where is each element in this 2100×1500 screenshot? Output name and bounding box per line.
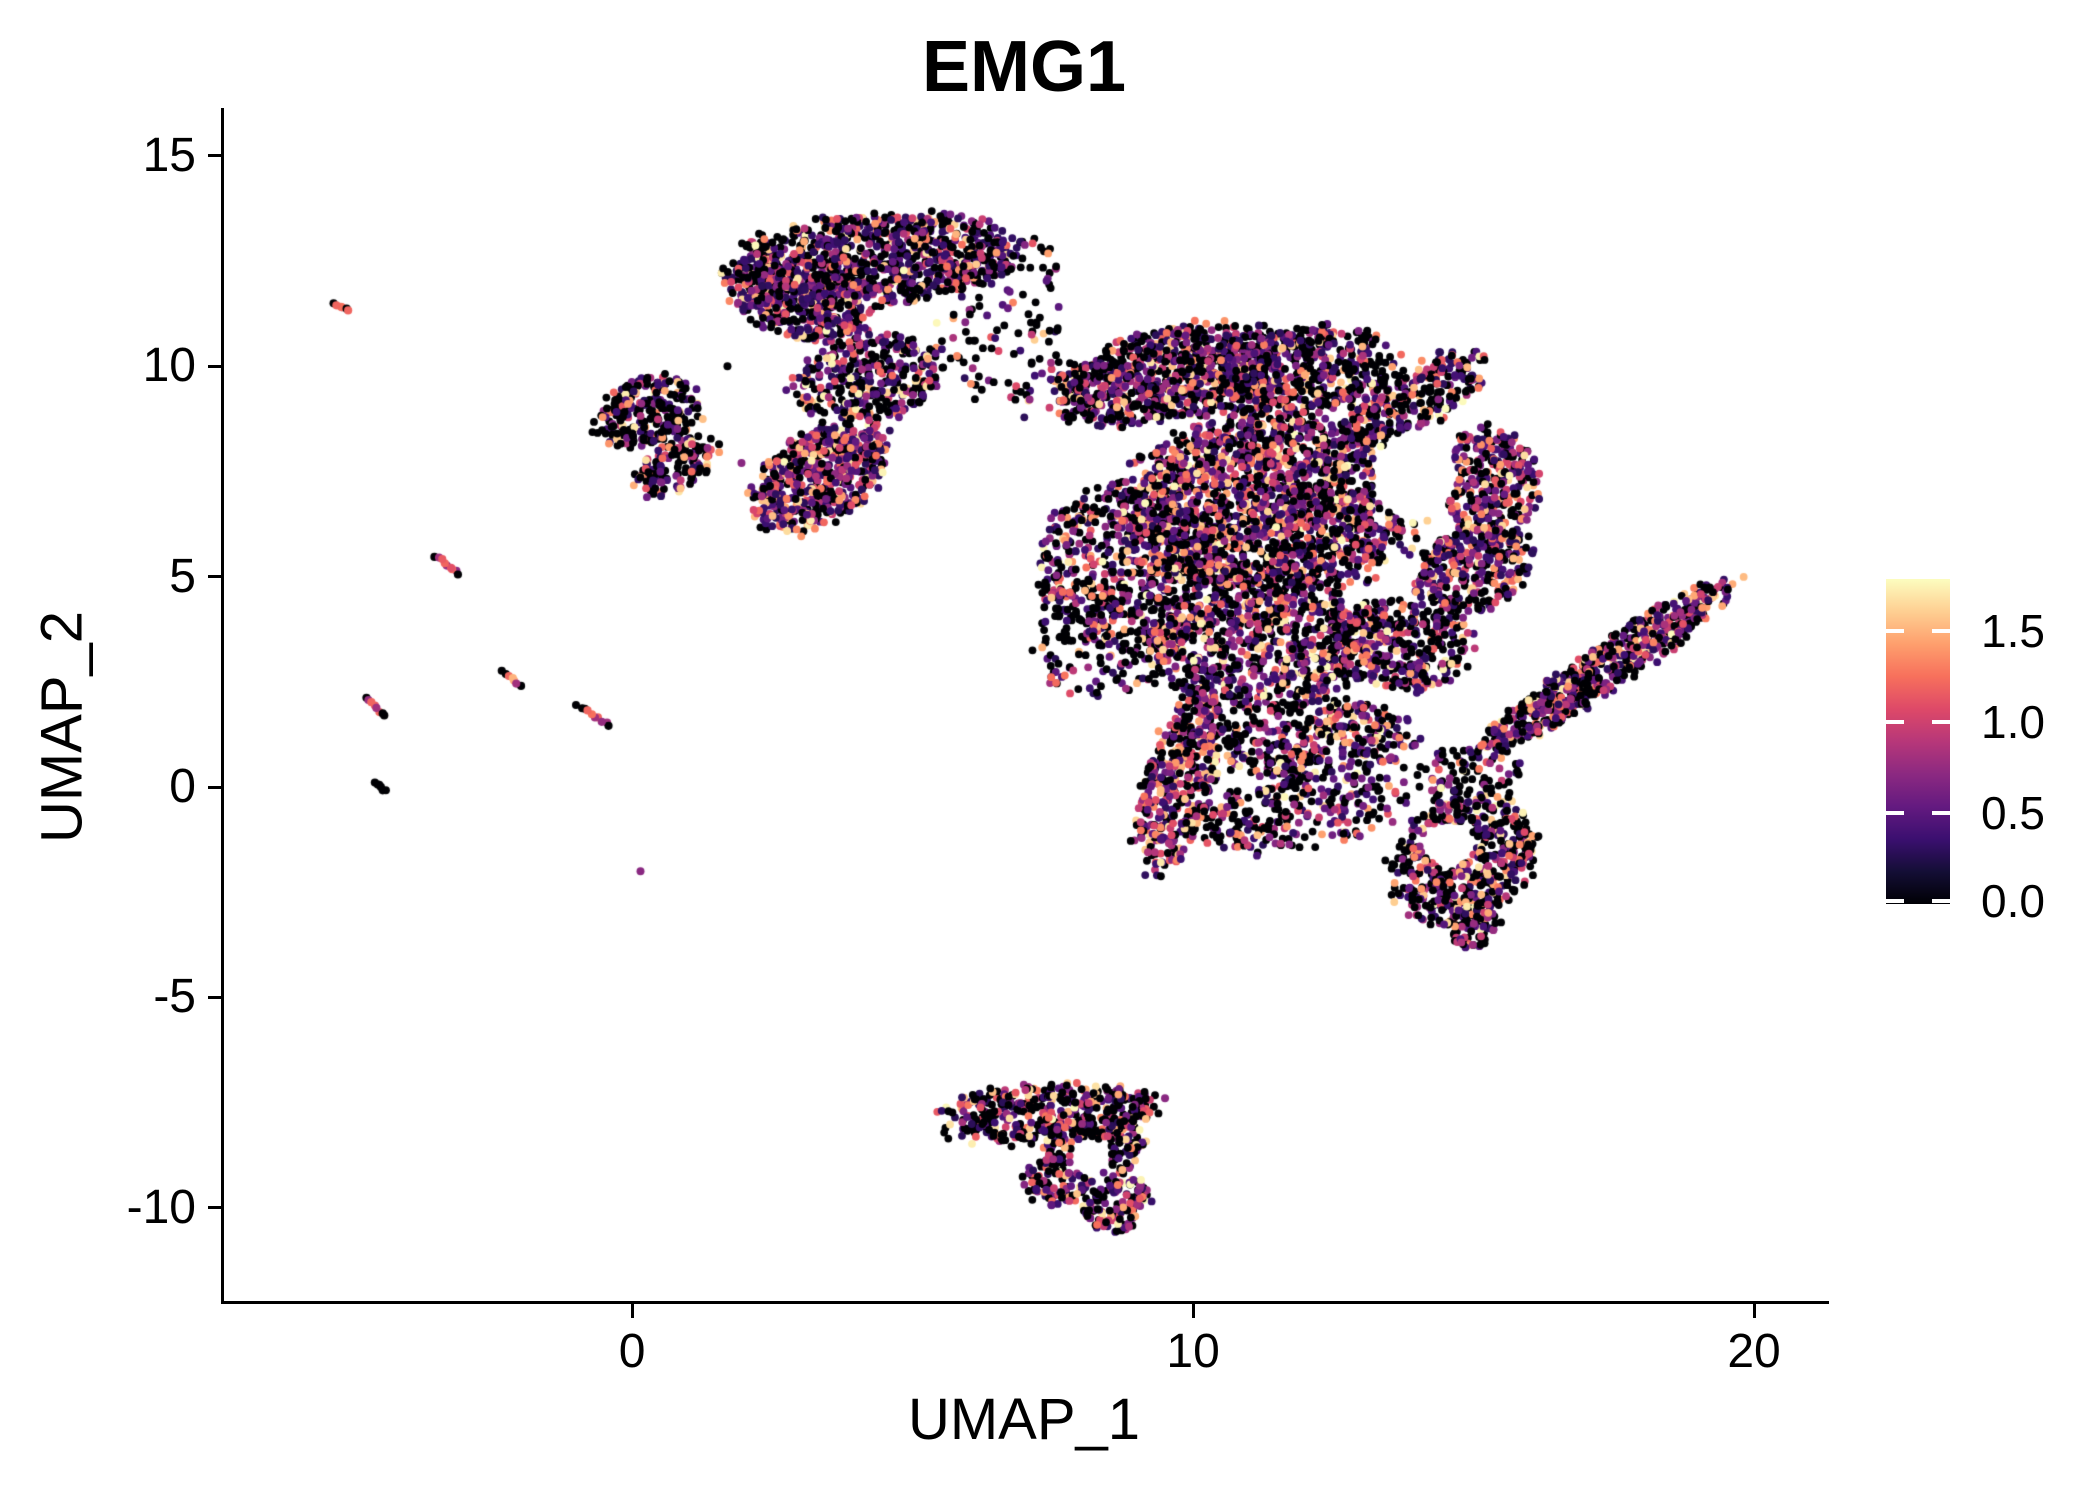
colorbar-tick — [1932, 720, 1950, 725]
x-axis-line — [221, 1301, 1829, 1304]
x-tick — [1752, 1304, 1756, 1318]
y-tick-label: 15 — [142, 128, 196, 182]
y-tick — [208, 1206, 222, 1210]
y-tick — [208, 995, 222, 999]
y-axis-line — [221, 108, 224, 1304]
colorbar-tick — [1932, 629, 1950, 634]
colorbar-tick-label: 0.5 — [1981, 787, 2045, 839]
colorbar-tick — [1886, 811, 1904, 815]
x-tick-label: 10 — [1166, 1325, 1220, 1378]
y-tick-label: 5 — [169, 549, 196, 603]
colorbar-tick — [1886, 629, 1904, 634]
x-tick-label: 20 — [1727, 1325, 1781, 1378]
y-tick — [208, 785, 222, 789]
colorbar-gradient — [1886, 579, 1950, 904]
x-tick — [1191, 1304, 1195, 1318]
colorbar-tick-label: 1.5 — [1981, 605, 2045, 658]
y-tick-label: 10 — [142, 339, 196, 393]
colorbar-tick-label: 1.0 — [1981, 696, 2045, 749]
y-tick — [208, 364, 222, 368]
x-tick-label: 0 — [618, 1325, 646, 1378]
y-tick — [208, 575, 222, 579]
colorbar-tick — [1932, 899, 1950, 903]
colorbar-tick-label: 0.0 — [1981, 875, 2045, 927]
colorbar-tick — [1886, 720, 1904, 725]
y-tick-label: -10 — [126, 1180, 196, 1234]
colorbar-tick — [1932, 811, 1950, 815]
y-axis-title: UMAP_2 — [29, 610, 95, 844]
x-tick — [630, 1304, 634, 1318]
y-tick-label: -5 — [153, 970, 196, 1024]
y-tick — [208, 154, 222, 158]
x-axis-title: UMAP_1 — [907, 1387, 1141, 1452]
colorbar — [1886, 579, 1950, 904]
y-tick-label: 0 — [169, 760, 196, 814]
colorbar-tick — [1886, 899, 1904, 903]
plot-title: EMG1 — [921, 27, 1127, 107]
